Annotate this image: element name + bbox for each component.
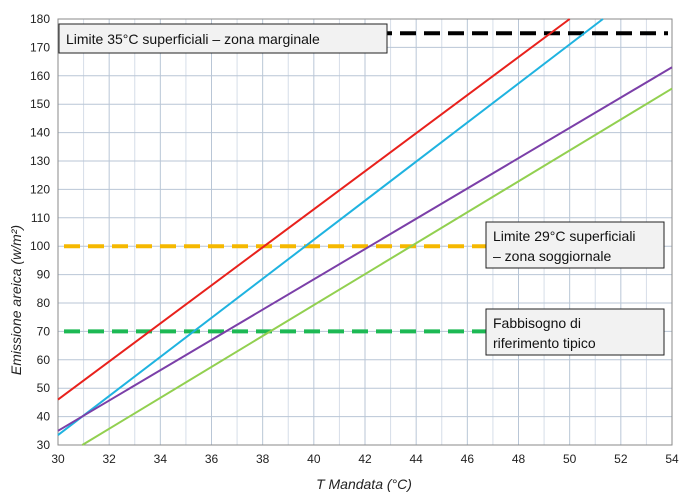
- y-tick-label: 170: [30, 40, 50, 54]
- y-tick-label: 180: [30, 12, 50, 26]
- x-axis-title: T Mandata (°C): [316, 476, 412, 492]
- annotation-text-line-2: riferimento tipico: [493, 335, 596, 351]
- annotation-text-line-2: – zona soggiornale: [493, 248, 612, 264]
- x-tick-label: 30: [51, 452, 65, 466]
- y-tick-label: 130: [30, 154, 50, 168]
- data-series: [57, 18, 673, 446]
- annotation-text-line-1: Fabbisogno di: [493, 315, 581, 331]
- y-tick-label: 80: [37, 296, 51, 310]
- y-tick-label: 60: [37, 353, 51, 367]
- annotation-text-line-1: Limite 29°C superficiali: [493, 228, 636, 244]
- x-tick-label: 46: [461, 452, 475, 466]
- y-axis-title: Emissione areica (w/m²): [8, 225, 24, 375]
- x-tick-label: 34: [154, 452, 168, 466]
- series-line: [57, 66, 673, 432]
- y-tick-label: 90: [37, 268, 51, 282]
- x-tick-label: 52: [614, 452, 628, 466]
- series-line: [57, 18, 604, 436]
- y-tick-label: 110: [31, 211, 50, 225]
- annotation-limit-29: Limite 29°C superficiali – zona soggiorn…: [485, 221, 665, 269]
- y-tick-label: 50: [37, 381, 51, 395]
- y-tick-label: 70: [37, 324, 51, 338]
- annotation-text: Limite 35°C superficiali – zona marginal…: [66, 31, 320, 47]
- y-tick-label: 120: [30, 182, 50, 196]
- y-tick-label: 40: [37, 410, 51, 424]
- x-tick-label: 36: [205, 452, 219, 466]
- x-tick-label: 40: [307, 452, 321, 466]
- annotation-box: [485, 308, 665, 356]
- annotation-box: [58, 23, 388, 54]
- y-tick-label: 140: [30, 126, 50, 140]
- x-tick-label: 44: [409, 452, 423, 466]
- tick-labels: 30 32 34 36 38 40 42 44 46 48 50 52 54 30 40 50 60 70 80 90…: [30, 12, 679, 466]
- annotation-limit-35: Limite 35°C superficiali – zona marginal…: [58, 23, 388, 54]
- plot-area-frame: [57, 18, 673, 446]
- series-line: [57, 18, 571, 401]
- y-tick-label: 100: [30, 239, 50, 253]
- x-tick-label: 50: [563, 452, 577, 466]
- x-tick-label: 54: [665, 452, 679, 466]
- x-tick-label: 48: [512, 452, 526, 466]
- y-tick-label: 150: [30, 97, 50, 111]
- annotation-box: [485, 221, 665, 269]
- annotation-fabbisogno: Fabbisogno di riferimento tipico: [485, 308, 665, 356]
- y-tick-label: 160: [30, 69, 50, 83]
- x-tick-label: 42: [358, 452, 372, 466]
- y-tick-label: 30: [37, 438, 51, 452]
- x-tick-label: 32: [102, 452, 116, 466]
- series-line: [81, 87, 673, 446]
- x-tick-label: 38: [256, 452, 270, 466]
